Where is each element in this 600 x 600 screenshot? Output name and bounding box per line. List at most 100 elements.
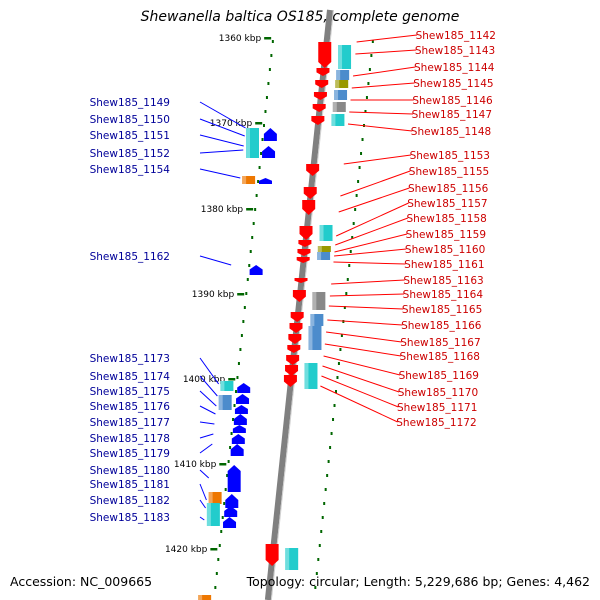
reverse-guide-dot	[246, 278, 249, 281]
forward-gene-label: Shew185_1147	[412, 109, 492, 121]
forward-gene-arrow	[315, 80, 329, 88]
forward-guide-dot	[345, 292, 348, 295]
forward-guide-dot	[314, 586, 317, 589]
reverse-guide-dot	[252, 222, 255, 225]
forward-label-leader	[335, 217, 409, 246]
reverse-guide-dot	[261, 138, 264, 141]
forward-guide-dot	[371, 40, 374, 43]
reverse-guide-dot	[233, 404, 236, 407]
forward-guide-dot	[334, 390, 337, 393]
cds-block-highlight	[334, 90, 339, 100]
forward-guide-dot	[321, 516, 324, 519]
cds-block	[218, 395, 232, 410]
forward-gene-label: Shew185_1159	[406, 229, 486, 241]
kbp-label: 1400 kbp	[183, 375, 226, 385]
forward-guide-dot	[324, 488, 327, 491]
reverse-label-leader	[199, 421, 215, 425]
forward-guide-dot	[323, 502, 326, 505]
forward-label-leader	[328, 305, 404, 310]
forward-gene-label: Shew185_1155	[409, 166, 489, 178]
cds-block	[312, 292, 326, 310]
cds-block-highlight	[312, 292, 317, 310]
forward-gene-arrow	[283, 375, 297, 387]
cds-block	[220, 381, 234, 391]
forward-gene-label: Shew185_1157	[407, 198, 487, 210]
cds-block-highlight	[304, 363, 309, 389]
forward-label-leader	[340, 170, 411, 197]
reverse-gene-label: Shew185_1180	[90, 465, 170, 477]
forward-guide-dot	[355, 194, 358, 197]
cds-block-highlight	[198, 595, 203, 600]
kbp-tick	[237, 293, 245, 296]
kbp-tick	[228, 378, 236, 381]
reverse-gene-arrow	[236, 394, 250, 404]
reverse-label-leader	[199, 118, 245, 137]
reverse-guide-dot	[260, 152, 263, 155]
forward-label-leader	[352, 66, 416, 77]
forward-gene-label: Shew185_1171	[397, 402, 477, 414]
reverse-guide-dot	[230, 432, 233, 435]
cds-block-highlight	[317, 246, 322, 252]
reverse-gene-label: Shew185_1178	[90, 433, 170, 445]
reverse-guide-dot	[258, 166, 261, 169]
reverse-guide-dot	[271, 40, 274, 43]
reverse-label-leader	[199, 149, 244, 154]
forward-label-leader	[321, 375, 399, 408]
reverse-gene-label: Shew185_1173	[90, 353, 170, 365]
reverse-gene-label: Shew185_1176	[90, 401, 171, 413]
reverse-guide-dot	[268, 68, 271, 71]
reverse-label-leader	[199, 516, 205, 521]
cds-block-highlight	[308, 326, 313, 350]
reverse-gene-arrow	[225, 494, 239, 508]
forward-gene-label: Shew185_1167	[400, 337, 480, 349]
forward-gene-arrow	[287, 345, 301, 353]
forward-gene-arrow	[316, 68, 330, 76]
forward-gene-label: Shew185_1161	[404, 259, 484, 271]
reverse-guide-dot	[223, 502, 226, 505]
reverse-gene-label: Shew185_1177	[90, 417, 170, 429]
forward-guide-dot	[317, 558, 320, 561]
forward-guide-dot	[361, 138, 364, 141]
cds-block	[331, 114, 345, 126]
reverse-label-leader	[199, 405, 216, 415]
reverse-gene-label: Shew185_1174	[90, 371, 171, 383]
accession-text: Accession: NC_009665	[10, 574, 153, 589]
cds-block	[319, 225, 333, 241]
kbp-label: 1380 kbp	[201, 205, 244, 215]
reverse-guide-dot	[214, 586, 217, 589]
forward-guide-dot	[367, 82, 370, 85]
forward-gene-arrow	[306, 164, 320, 176]
reverse-gene-label: Shew185_1152	[90, 148, 170, 160]
reverse-guide-dot	[232, 418, 235, 421]
forward-guide-dot	[330, 432, 333, 435]
forward-label-leader	[329, 293, 405, 297]
reverse-guide-dot	[264, 110, 267, 113]
reverse-gene-arrow	[232, 425, 246, 433]
forward-guide-dot	[318, 544, 321, 547]
label-leader-lines	[199, 34, 418, 521]
reverse-guide-dot	[229, 446, 232, 449]
reverse-label-leader	[199, 443, 213, 454]
forward-label-leader	[327, 319, 403, 326]
cds-block-highlight	[335, 80, 340, 88]
forward-gene-label: Shew185_1156	[408, 183, 489, 195]
forward-gene-label: Shew185_1145	[413, 78, 493, 90]
reverse-gene-label: Shew185_1182	[90, 495, 170, 507]
forward-guide-dot	[365, 96, 368, 99]
forward-gene-arrow	[285, 365, 299, 376]
reverse-gene-label: Shew185_1181	[90, 479, 170, 491]
reverse-guide-dot	[243, 306, 246, 309]
forward-guide-dot	[354, 208, 357, 211]
forward-gene-arrow	[290, 312, 304, 322]
reverse-label-leader	[199, 134, 244, 147]
reverse-guide-dot	[265, 96, 268, 99]
forward-gene-label: Shew185_1144	[414, 62, 495, 74]
forward-label-leader	[356, 34, 418, 43]
forward-gene-label: Shew185_1146	[412, 95, 493, 107]
reverse-gene-arrow	[262, 146, 276, 158]
reverse-guide-dot	[242, 320, 245, 323]
reverse-guide-dot	[245, 292, 248, 295]
forward-guide-dot	[364, 110, 367, 113]
cds-block-highlight	[220, 381, 225, 391]
